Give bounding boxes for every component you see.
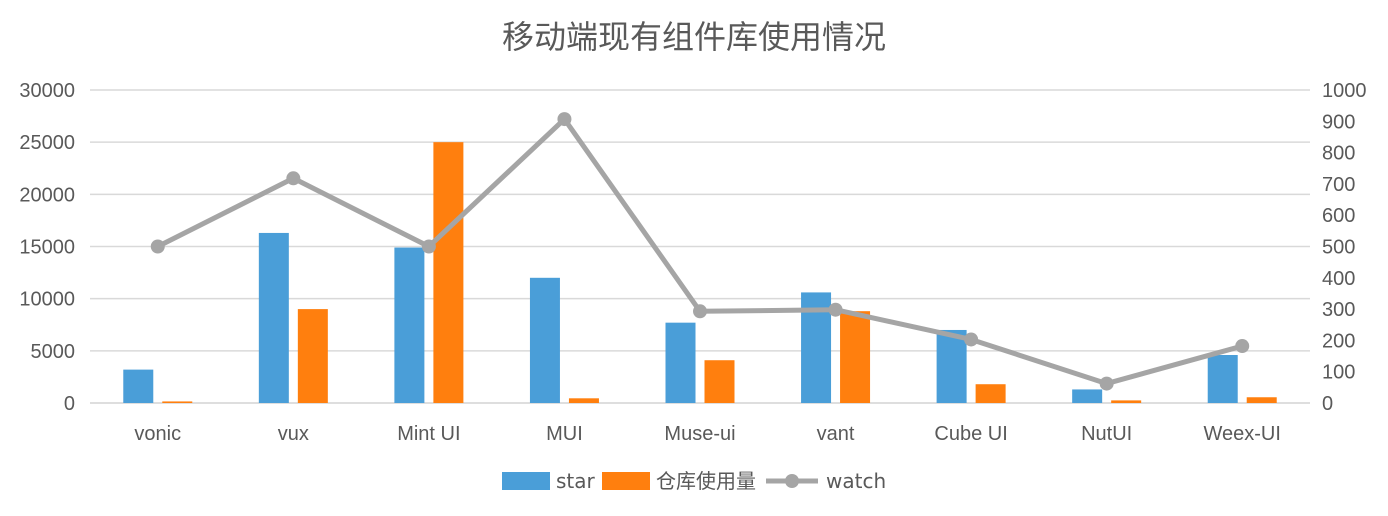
category-label: NutUI [1081, 423, 1132, 445]
right-axis-tick-label: 100 [1322, 362, 1355, 384]
watch-point [286, 171, 301, 186]
category-label: vux [278, 423, 309, 445]
category-label: Cube UI [934, 423, 1007, 445]
category-label: Weex-UI [1204, 423, 1281, 445]
left-axis-tick-label: 10000 [19, 289, 75, 311]
right-axis: 0 100 200 300 400 500 600 700 800 900 1000 [1322, 80, 1367, 415]
usage-bar [297, 309, 328, 403]
watch-point [693, 304, 707, 319]
usage-bar [568, 398, 599, 403]
legend-star-swatch [502, 472, 550, 490]
legend-star-label: star [556, 469, 596, 493]
right-axis-tick-label: 500 [1322, 237, 1355, 259]
category-label: vant [817, 423, 855, 445]
category-label: Muse-ui [664, 423, 735, 445]
star-bar [665, 322, 696, 403]
right-axis-tick-label: 900 [1322, 111, 1355, 133]
usage-bar [1111, 400, 1142, 403]
bars-layer [123, 142, 1277, 403]
left-axis-tick-label: 25000 [19, 132, 75, 154]
right-axis-tick-label: 200 [1322, 330, 1355, 352]
left-axis-tick-label: 15000 [19, 237, 75, 259]
left-axis-tick-label: 20000 [19, 184, 75, 206]
legend-watch-marker [785, 474, 799, 488]
right-axis-tick-label: 800 [1322, 143, 1355, 165]
chart-title: 移动端现有组件库使用情况 [502, 18, 886, 56]
star-bar [394, 247, 425, 403]
usage-bar [704, 360, 735, 403]
right-axis-tick-label: 600 [1322, 205, 1355, 227]
watch-point [1099, 376, 1114, 391]
category-label: Mint UI [397, 423, 460, 445]
right-axis-tick-label: 0 [1322, 393, 1333, 415]
usage-bar [975, 384, 1006, 403]
legend-usage-label: 仓库使用量 [656, 469, 756, 493]
watch-point [150, 239, 165, 254]
star-bar [258, 232, 289, 403]
left-axis-tick-label: 5000 [31, 341, 76, 363]
usage-bar [433, 142, 464, 403]
watch-point [964, 332, 979, 347]
legend: star 仓库使用量 watch [502, 469, 886, 493]
star-bar [529, 277, 560, 403]
watch-point [828, 302, 843, 317]
right-axis-tick-label: 300 [1322, 299, 1355, 321]
legend-watch-label: watch [826, 469, 886, 493]
watch-point [557, 112, 572, 127]
grid-layer [90, 89, 1310, 404]
right-axis-tick-label: 400 [1322, 268, 1355, 290]
category-label: vonic [134, 423, 181, 445]
right-axis-tick-label: 700 [1322, 174, 1355, 196]
left-axis: 0 5000 10000 15000 20000 25000 30000 [19, 80, 75, 415]
usage-bar [162, 401, 193, 403]
category-axis: vonic vux Mint UI MUI Muse-ui vant Cube UI NutU… [134, 423, 1281, 445]
watch-point [421, 239, 436, 254]
watch-point [1235, 339, 1250, 354]
left-axis-tick-label: 0 [64, 393, 75, 415]
star-bar [1072, 389, 1103, 403]
star-bar [123, 369, 154, 403]
right-axis-tick-label: 1000 [1322, 80, 1367, 102]
star-bar [936, 329, 967, 403]
star-bar [1207, 355, 1238, 403]
legend-usage-swatch [602, 472, 650, 490]
line-layer [150, 112, 1250, 391]
usage-bar [1246, 397, 1277, 403]
category-label: MUI [546, 423, 583, 445]
left-axis-tick-label: 30000 [19, 80, 75, 102]
usage-bar [840, 311, 871, 403]
